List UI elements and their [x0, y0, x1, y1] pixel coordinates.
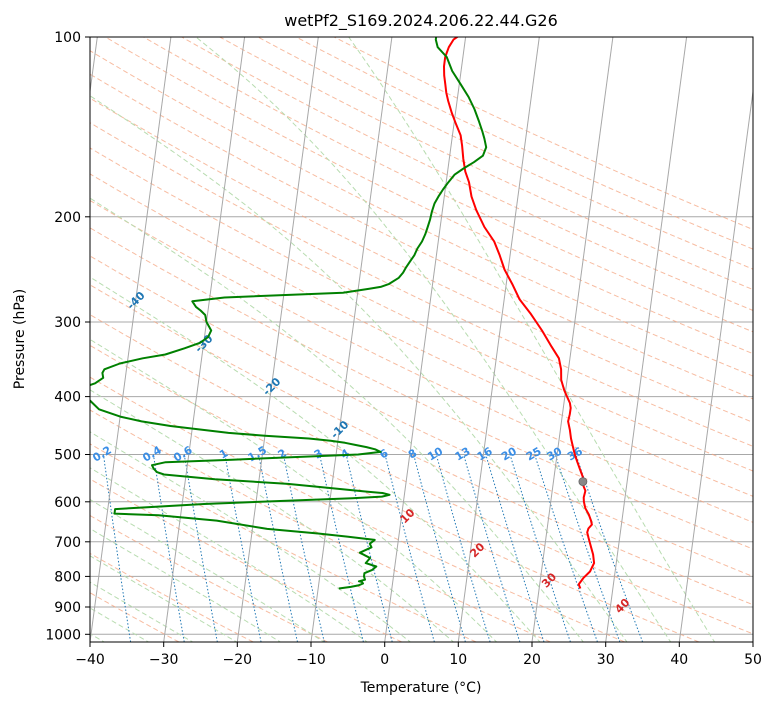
x-tick-label: −30 — [149, 652, 179, 668]
dry-adiabat — [90, 173, 753, 497]
mixing-ratio-line — [554, 454, 621, 642]
dewpoint-profile — [90, 37, 488, 590]
isotherm-line — [90, 37, 98, 96]
isotherm-line — [236, 37, 319, 642]
y-tick-label: 800 — [54, 569, 81, 585]
mixing-ratio-line — [183, 454, 218, 642]
mixing-ratio-line — [534, 454, 598, 642]
moist-adiabat — [90, 197, 584, 642]
x-tick-label: 20 — [523, 652, 541, 668]
moist-adiabat — [348, 37, 716, 642]
isotherm-label: -60 — [0, 203, 12, 226]
grid-lines — [90, 37, 753, 635]
lcl-marker — [578, 477, 588, 487]
mixing-ratio-lines — [103, 454, 644, 642]
moist-adiabat — [90, 498, 325, 642]
x-tick-label: 50 — [744, 652, 762, 668]
y-tick-label: 500 — [54, 448, 81, 464]
isotherm-line — [384, 37, 467, 642]
dry-adiabat — [90, 344, 700, 642]
chart-title: wetPf2_S169.2024.206.22.44.G26 — [284, 11, 558, 31]
mixing-ratio-line — [224, 454, 262, 642]
moist-adiabat — [90, 555, 238, 642]
x-tick-label: −40 — [75, 652, 105, 668]
dry-adiabat — [105, 37, 753, 355]
x-tick-label: 10 — [449, 652, 467, 668]
x-tick-label: 0 — [380, 652, 389, 668]
dry-adiabat — [90, 443, 477, 642]
y-tick-label: 300 — [54, 315, 81, 331]
temperature-profile — [443, 37, 596, 589]
sounding-profiles — [90, 37, 596, 590]
moist-adiabat — [90, 431, 412, 642]
mixing-ratio-line — [509, 454, 571, 642]
isotherm-line — [457, 37, 540, 642]
dry-adiabat — [181, 37, 753, 311]
isotherm-line — [752, 638, 753, 642]
mixing-ratio-line — [103, 454, 132, 642]
moist-adiabat — [90, 389, 455, 642]
isotherm-label: -50 — [57, 246, 80, 269]
isotherm-line — [531, 37, 614, 642]
dry-adiabat — [90, 255, 753, 577]
isotherm-line — [605, 37, 688, 642]
isotherm-line — [678, 87, 753, 642]
y-tick-label: 600 — [54, 495, 81, 511]
x-tick-label: −20 — [223, 652, 253, 668]
mixing-ratio-line — [258, 454, 298, 642]
dry-adiabat — [90, 199, 753, 523]
dry-adiabat — [90, 73, 753, 400]
y-tick-label: 1000 — [45, 627, 81, 643]
plot-frame — [89, 36, 754, 643]
y-tick-label: 900 — [54, 600, 81, 616]
plot-area — [90, 37, 753, 642]
x-tick-label: −10 — [296, 652, 326, 668]
mixing-ratio-line — [485, 454, 545, 642]
y-tick-label: 100 — [54, 30, 81, 46]
dry-adiabat — [90, 147, 753, 472]
axes: −40 −30 −20 −10 0 10 20 30 40 50 100 200 300 400 500 60… — [45, 30, 762, 668]
mixing-ratio-line — [435, 454, 491, 642]
isotherm-line — [310, 37, 393, 642]
plot-background — [90, 37, 753, 642]
y-tick-label: 700 — [54, 535, 81, 551]
x-tick-label: 40 — [670, 652, 688, 668]
moist-adiabat — [90, 527, 282, 642]
dry-adiabat — [90, 314, 753, 635]
x-tick-label: 30 — [597, 652, 615, 668]
moist-adiabat — [90, 338, 498, 642]
mixing-ratio-line — [153, 454, 185, 642]
dry-adiabat — [143, 37, 753, 333]
dry-adiabat — [90, 227, 753, 550]
dry-adiabat — [90, 376, 625, 642]
dry-adiabat — [90, 552, 254, 642]
mixing-ratio-line — [575, 454, 644, 642]
y-tick-label: 400 — [54, 390, 81, 406]
dry-adiabat — [90, 50, 753, 377]
moist-adiabat — [90, 467, 368, 642]
mixing-ratio-line — [463, 454, 521, 642]
mixing-ratio-line — [413, 454, 466, 642]
dry-adiabat — [90, 284, 753, 606]
y-tick-label: 200 — [54, 210, 81, 226]
isotherm-line — [90, 37, 172, 642]
x-axis-label: Temperature (°C) — [360, 680, 482, 696]
y-axis-label: Pressure (hPa) — [12, 289, 28, 389]
moist-adiabat — [195, 37, 672, 642]
moist-adiabat — [90, 581, 194, 642]
moist-adiabat — [90, 95, 628, 642]
moist-adiabat — [90, 276, 541, 642]
